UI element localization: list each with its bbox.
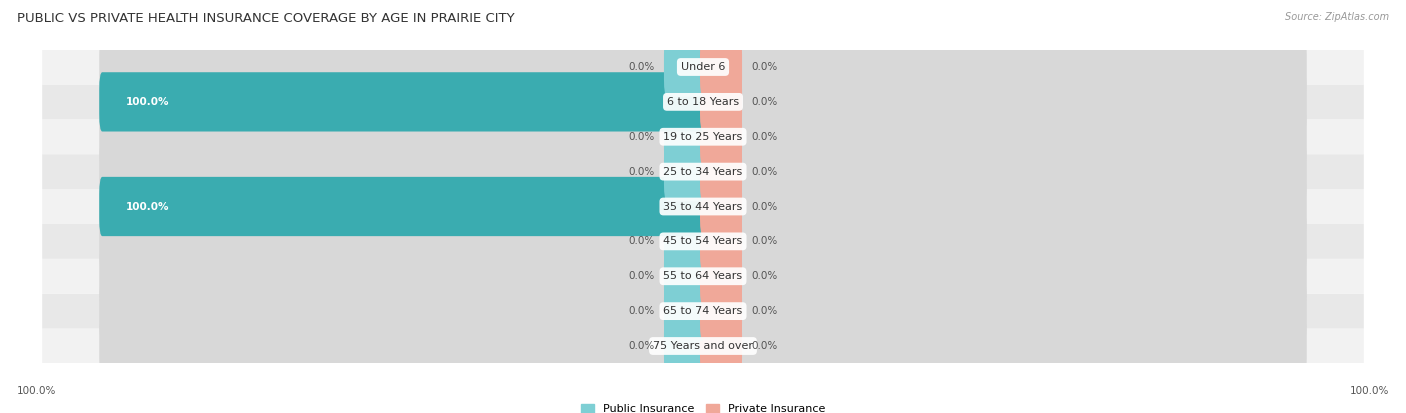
Text: 100.0%: 100.0% bbox=[127, 202, 170, 211]
Text: 25 to 34 Years: 25 to 34 Years bbox=[664, 166, 742, 177]
FancyBboxPatch shape bbox=[664, 37, 706, 97]
FancyBboxPatch shape bbox=[100, 37, 1306, 97]
FancyBboxPatch shape bbox=[100, 212, 1306, 271]
Text: 0.0%: 0.0% bbox=[628, 132, 655, 142]
FancyBboxPatch shape bbox=[664, 316, 706, 376]
FancyBboxPatch shape bbox=[100, 247, 1306, 306]
FancyBboxPatch shape bbox=[700, 107, 742, 166]
Text: 0.0%: 0.0% bbox=[751, 236, 778, 247]
FancyBboxPatch shape bbox=[100, 72, 1306, 131]
Text: 0.0%: 0.0% bbox=[628, 62, 655, 72]
Text: 0.0%: 0.0% bbox=[628, 341, 655, 351]
Text: 6 to 18 Years: 6 to 18 Years bbox=[666, 97, 740, 107]
Text: 0.0%: 0.0% bbox=[751, 202, 778, 211]
Text: PUBLIC VS PRIVATE HEALTH INSURANCE COVERAGE BY AGE IN PRAIRIE CITY: PUBLIC VS PRIVATE HEALTH INSURANCE COVER… bbox=[17, 12, 515, 25]
Text: 100.0%: 100.0% bbox=[1350, 387, 1389, 396]
Text: 65 to 74 Years: 65 to 74 Years bbox=[664, 306, 742, 316]
FancyBboxPatch shape bbox=[42, 84, 1364, 119]
FancyBboxPatch shape bbox=[42, 154, 1364, 189]
FancyBboxPatch shape bbox=[42, 259, 1364, 294]
Text: 0.0%: 0.0% bbox=[628, 271, 655, 281]
FancyBboxPatch shape bbox=[664, 212, 706, 271]
FancyBboxPatch shape bbox=[42, 50, 1364, 84]
Text: 0.0%: 0.0% bbox=[751, 166, 778, 177]
Text: 19 to 25 Years: 19 to 25 Years bbox=[664, 132, 742, 142]
FancyBboxPatch shape bbox=[100, 142, 1306, 201]
Text: 0.0%: 0.0% bbox=[751, 132, 778, 142]
Text: 100.0%: 100.0% bbox=[17, 387, 56, 396]
Text: 0.0%: 0.0% bbox=[751, 341, 778, 351]
FancyBboxPatch shape bbox=[700, 37, 742, 97]
FancyBboxPatch shape bbox=[700, 247, 742, 306]
FancyBboxPatch shape bbox=[100, 282, 1306, 341]
FancyBboxPatch shape bbox=[42, 224, 1364, 259]
FancyBboxPatch shape bbox=[664, 142, 706, 201]
Text: 0.0%: 0.0% bbox=[628, 306, 655, 316]
FancyBboxPatch shape bbox=[100, 72, 706, 131]
FancyBboxPatch shape bbox=[664, 282, 706, 341]
Text: 0.0%: 0.0% bbox=[628, 166, 655, 177]
FancyBboxPatch shape bbox=[700, 316, 742, 376]
Text: 75 Years and over: 75 Years and over bbox=[652, 341, 754, 351]
Text: 55 to 64 Years: 55 to 64 Years bbox=[664, 271, 742, 281]
Text: 0.0%: 0.0% bbox=[751, 306, 778, 316]
FancyBboxPatch shape bbox=[700, 212, 742, 271]
Text: Source: ZipAtlas.com: Source: ZipAtlas.com bbox=[1285, 12, 1389, 22]
FancyBboxPatch shape bbox=[100, 177, 706, 236]
FancyBboxPatch shape bbox=[42, 294, 1364, 329]
Legend: Public Insurance, Private Insurance: Public Insurance, Private Insurance bbox=[581, 404, 825, 413]
FancyBboxPatch shape bbox=[700, 72, 742, 131]
Text: Under 6: Under 6 bbox=[681, 62, 725, 72]
FancyBboxPatch shape bbox=[664, 107, 706, 166]
FancyBboxPatch shape bbox=[700, 282, 742, 341]
FancyBboxPatch shape bbox=[42, 189, 1364, 224]
Text: 0.0%: 0.0% bbox=[628, 236, 655, 247]
Text: 0.0%: 0.0% bbox=[751, 62, 778, 72]
Text: 45 to 54 Years: 45 to 54 Years bbox=[664, 236, 742, 247]
Text: 0.0%: 0.0% bbox=[751, 271, 778, 281]
FancyBboxPatch shape bbox=[100, 177, 1306, 236]
FancyBboxPatch shape bbox=[42, 119, 1364, 154]
FancyBboxPatch shape bbox=[664, 247, 706, 306]
Text: 0.0%: 0.0% bbox=[751, 97, 778, 107]
FancyBboxPatch shape bbox=[100, 316, 1306, 376]
Text: 100.0%: 100.0% bbox=[127, 97, 170, 107]
FancyBboxPatch shape bbox=[42, 329, 1364, 363]
FancyBboxPatch shape bbox=[700, 142, 742, 201]
Text: 35 to 44 Years: 35 to 44 Years bbox=[664, 202, 742, 211]
FancyBboxPatch shape bbox=[100, 107, 1306, 166]
FancyBboxPatch shape bbox=[700, 177, 742, 236]
